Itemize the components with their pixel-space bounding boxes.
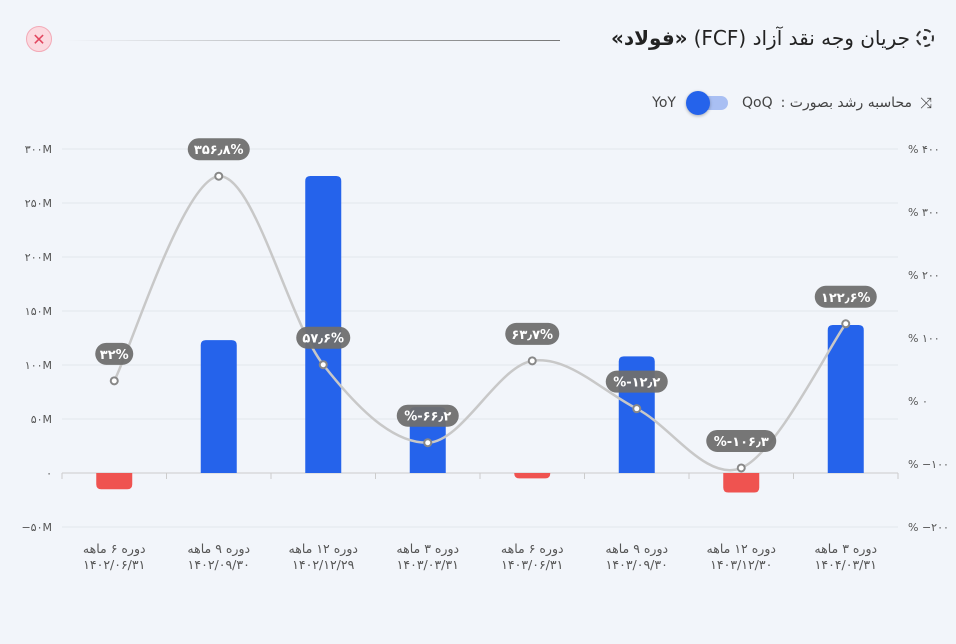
left-tick-label: −۵۰M	[21, 521, 52, 534]
label-text: ۶۳٫۷%	[511, 328, 553, 343]
label-text: ۳۲%	[100, 348, 129, 363]
fcf-bar	[96, 473, 133, 490]
growth-toggle-row: ⤨ محاسبه رشد بصورت : QoQ YoY	[652, 91, 932, 115]
right-tick-label: % ۰	[908, 395, 928, 408]
growth-toggle-label: محاسبه رشد بصورت :	[780, 95, 912, 111]
fcf-bar	[305, 176, 342, 473]
close-button[interactable]: ✕	[26, 26, 52, 52]
left-tick-label: ۲۵۰M	[25, 197, 52, 210]
label-bubble	[187, 138, 250, 161]
growth-data-label: ۳۵۶٫۸%	[187, 138, 250, 161]
toggle-knob[interactable]	[685, 91, 710, 115]
left-tick-label: ۳۰۰M	[25, 143, 52, 156]
x-tick-label: ۱۴۰۲/۱۲/۲۹	[292, 557, 354, 572]
label-bubble	[95, 342, 134, 365]
growth-point	[423, 438, 433, 448]
growth-point	[318, 360, 328, 370]
growth-mode-toggle[interactable]	[685, 91, 728, 115]
option-yoy[interactable]: YoY	[652, 95, 676, 111]
x-tick-label: دوره ۱۲ ماهه	[707, 541, 776, 557]
label-text: ۳۵۶٫۸%	[194, 143, 244, 158]
left-tick-label: ۱۰۰M	[25, 359, 52, 372]
x-tick-label: دوره ۳ ماهه	[814, 541, 877, 557]
x-tick-label: ۱۴۰۲/۰۹/۳۰	[188, 557, 250, 572]
label-bubble	[505, 322, 560, 345]
fcf-bar	[723, 473, 760, 493]
page-title: جریان وجه نقد آزاد (FCF) «فولاد»	[611, 26, 934, 50]
x-tick-label: دوره ۹ ماهه	[605, 541, 668, 557]
growth-data-label: %-۶۶٫۲	[396, 404, 459, 427]
x-tick-label: ۱۴۰۴/۰۳/۳۱	[815, 557, 877, 572]
right-tick-label: % ۳۰۰	[908, 206, 940, 219]
fcf-bar	[200, 340, 237, 473]
fcf-bar	[514, 473, 551, 479]
right-tick-label: % ۴۰۰	[908, 143, 940, 156]
title-main: جریان وجه نقد آزاد (FCF)	[693, 26, 910, 50]
x-tick-label: دوره ۹ ماهه	[187, 541, 250, 557]
growth-data-label: %-۱۰۶٫۳	[706, 429, 777, 452]
title-divider	[64, 40, 560, 41]
x-tick-label: دوره ۶ ماهه	[83, 541, 146, 557]
left-tick-label: ۵۰M	[31, 413, 52, 426]
x-tick-label: دوره ۱۲ ماهه	[289, 541, 358, 557]
left-tick-label: ۰	[46, 467, 52, 480]
dashed-circle-icon	[916, 29, 934, 47]
x-tick-label: دوره ۳ ماهه	[396, 541, 459, 557]
label-bubble	[605, 370, 668, 393]
x-tick-label: ۱۴۰۳/۰۹/۳۰	[606, 557, 668, 572]
x-tick-label: ۱۴۰۳/۰۶/۳۱	[501, 557, 563, 572]
growth-point	[841, 319, 851, 329]
label-text: %-۱۰۶٫۳	[714, 435, 769, 450]
right-tick-label: % −۲۰۰	[908, 521, 949, 534]
growth-point	[527, 356, 537, 366]
growth-point	[632, 404, 642, 414]
right-tick-label: % −۱۰۰	[908, 458, 949, 471]
trend-icon: ⤨	[919, 94, 932, 112]
growth-data-label: ۶۳٫۷%	[505, 322, 560, 345]
growth-data-label: ۳۲%	[95, 342, 134, 365]
x-tick-label: ۱۴۰۲/۰۶/۳۱	[83, 557, 145, 572]
growth-point	[736, 463, 746, 473]
growth-data-label: %-۱۲٫۲	[605, 370, 668, 393]
growth-point	[214, 171, 224, 181]
left-tick-label: ۱۵۰M	[25, 305, 52, 318]
label-text: %-۱۲٫۲	[613, 376, 660, 391]
right-tick-label: % ۱۰۰	[908, 332, 940, 345]
x-tick-label: دوره ۶ ماهه	[501, 541, 564, 557]
label-text: ۵۷٫۶%	[302, 332, 344, 347]
option-qoq[interactable]: QoQ	[741, 95, 773, 111]
title-company: «فولاد»	[610, 26, 688, 50]
label-text: %-۶۶٫۲	[404, 410, 451, 425]
label-bubble	[814, 285, 877, 308]
growth-data-label: ۵۷٫۶%	[296, 326, 351, 349]
label-bubble	[396, 404, 459, 427]
right-tick-label: % ۲۰۰	[908, 269, 940, 282]
growth-point	[109, 376, 119, 386]
label-text: ۱۲۲٫۶%	[821, 291, 871, 306]
label-bubble	[296, 326, 351, 349]
growth-data-label: ۱۲۲٫۶%	[814, 285, 877, 308]
left-tick-label: ۲۰۰M	[25, 251, 52, 264]
label-bubble	[706, 429, 777, 452]
fcf-bar	[827, 325, 864, 473]
x-tick-label: ۱۴۰۳/۰۳/۳۱	[397, 557, 459, 572]
x-tick-label: ۱۴۰۳/۱۲/۳۰	[710, 557, 772, 572]
